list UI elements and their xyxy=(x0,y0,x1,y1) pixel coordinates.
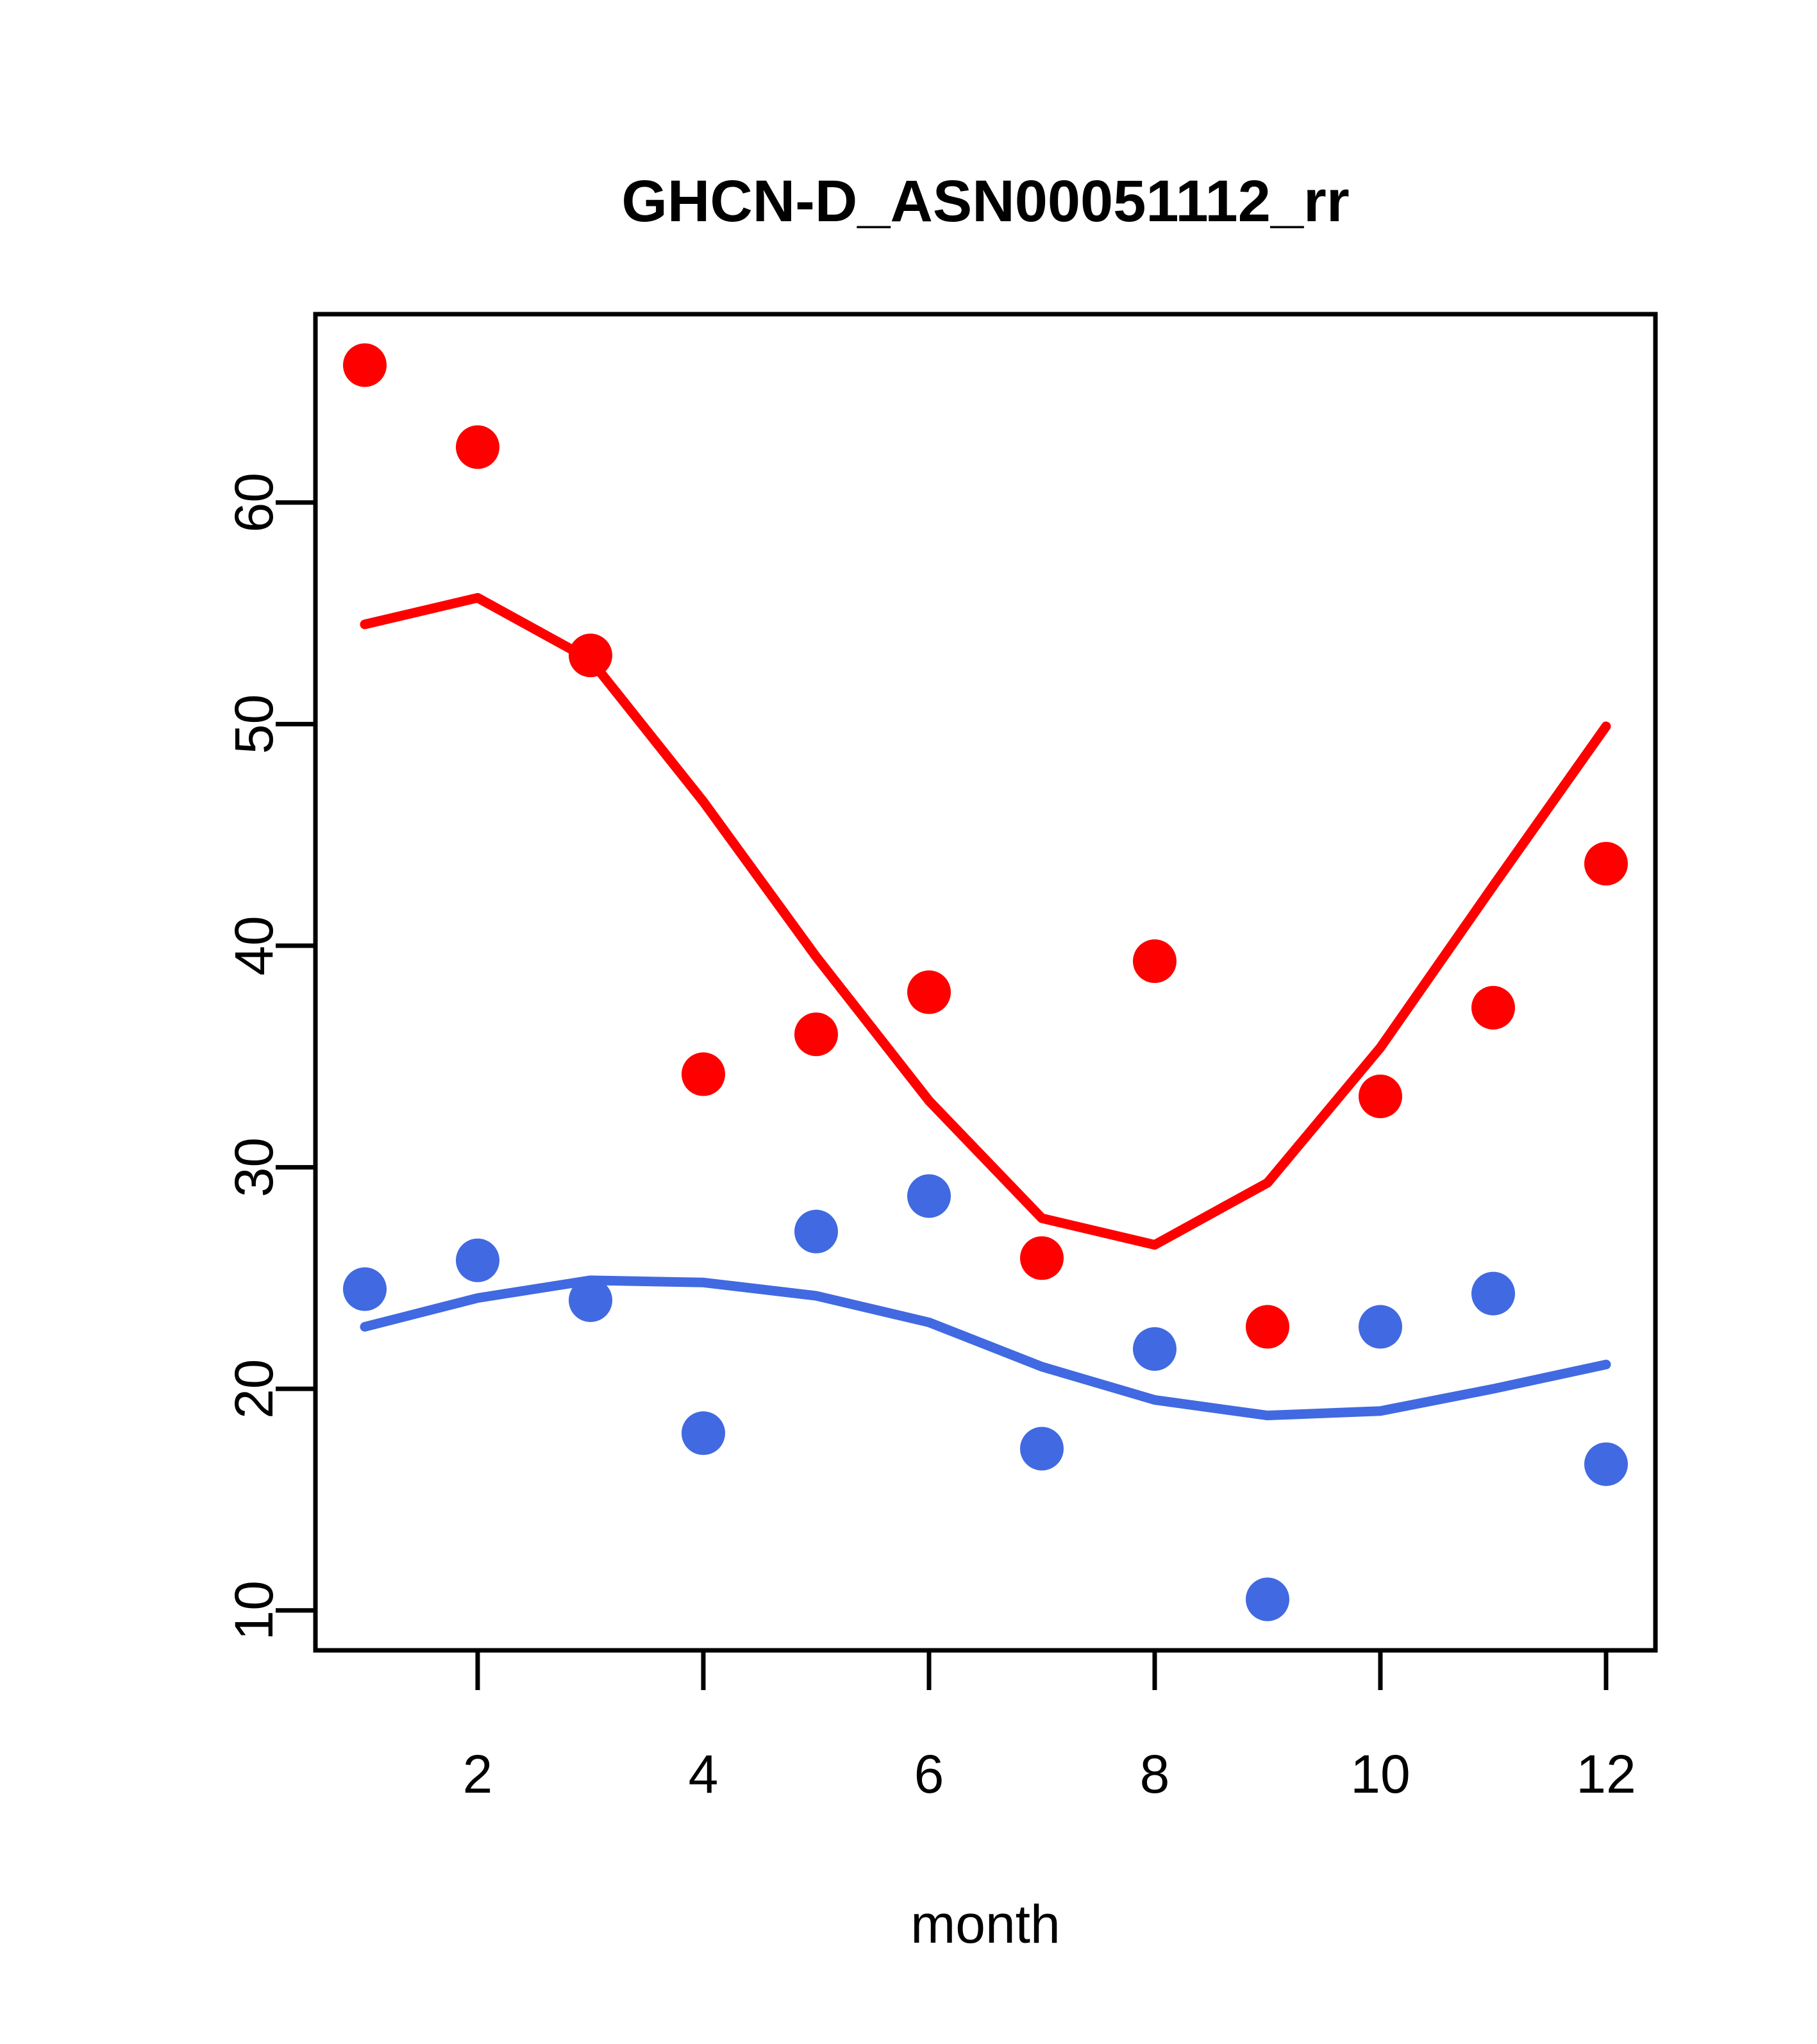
red-point xyxy=(1359,1074,1402,1118)
red-point xyxy=(1471,985,1515,1030)
red-point xyxy=(1584,842,1628,886)
y-tick-label: 10 xyxy=(224,1580,284,1640)
blue-point xyxy=(1133,1327,1176,1371)
red-point xyxy=(907,970,951,1014)
red-point xyxy=(456,425,499,469)
blue-point xyxy=(1584,1442,1628,1486)
blue-point xyxy=(569,1278,612,1322)
red-point xyxy=(1020,1236,1064,1280)
x-tick-label: 2 xyxy=(463,1744,493,1804)
red-point xyxy=(343,343,387,387)
y-tick-label: 20 xyxy=(224,1359,284,1418)
plot-box xyxy=(313,312,1658,1653)
blue-point xyxy=(456,1238,499,1282)
blue-trend-line xyxy=(360,1275,1611,1421)
red-point xyxy=(1246,1305,1289,1349)
blue-point xyxy=(1020,1427,1064,1471)
chart-title: GHCN-D_ASN00051112_rr xyxy=(621,169,1349,234)
red-point xyxy=(1133,939,1176,984)
blue-point xyxy=(907,1174,951,1218)
x-tick-label: 6 xyxy=(914,1744,944,1804)
plot-area: 2 4 6 8 10 12 10 20 30 40 50 60 xyxy=(224,312,1658,1804)
red-point xyxy=(794,1012,838,1057)
red-trend-line xyxy=(360,592,1611,1250)
blue-point xyxy=(343,1267,387,1311)
y-tick-label: 30 xyxy=(224,1137,284,1197)
y-tick-label: 40 xyxy=(224,916,284,975)
x-axis-label: month xyxy=(910,1894,1060,1954)
y-tick-label: 50 xyxy=(224,694,284,754)
red-point xyxy=(569,633,612,678)
y-tick-label: 60 xyxy=(224,473,284,532)
blue-point xyxy=(794,1209,838,1253)
x-tick-label: 10 xyxy=(1350,1744,1410,1804)
blue-point xyxy=(1471,1271,1515,1316)
x-tick-label: 12 xyxy=(1576,1744,1636,1804)
blue-point xyxy=(1246,1577,1289,1621)
x-tick-label: 8 xyxy=(1140,1744,1170,1804)
blue-point xyxy=(1359,1305,1402,1349)
x-tick-label: 4 xyxy=(689,1744,719,1804)
red-point xyxy=(682,1052,725,1096)
blue-point xyxy=(682,1411,725,1455)
